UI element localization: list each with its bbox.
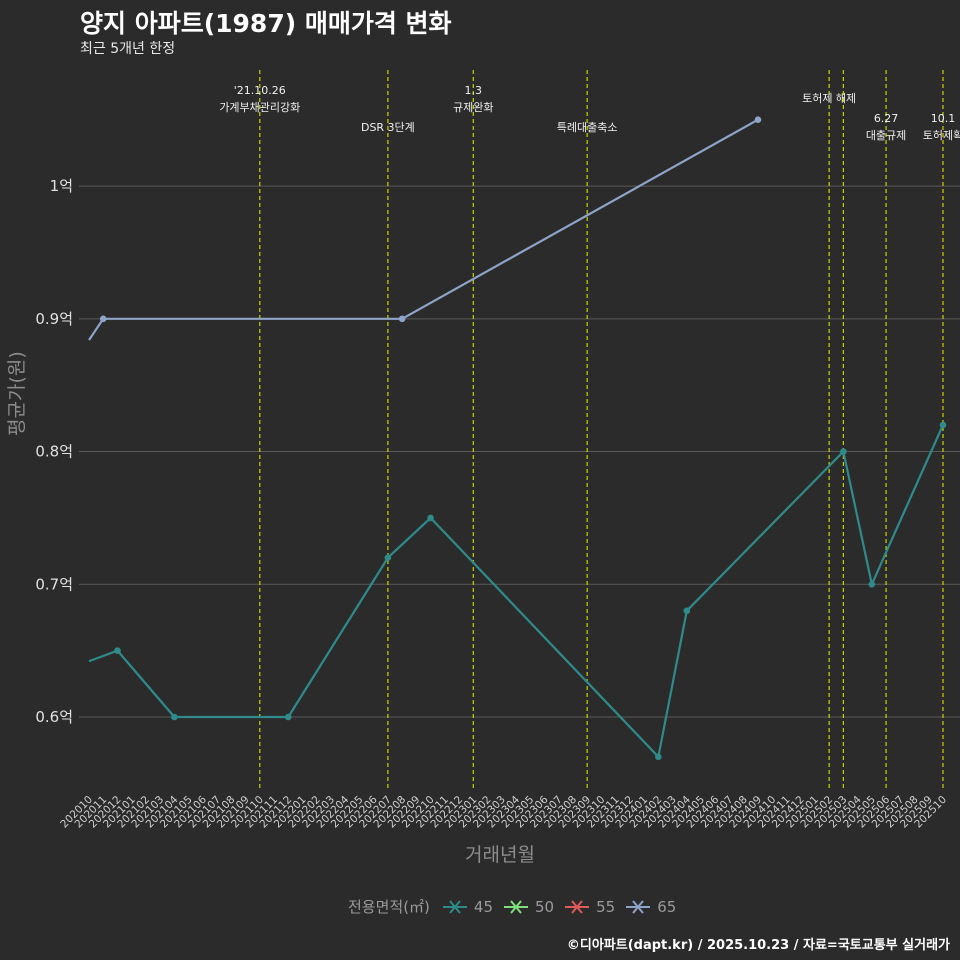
data-point-45 bbox=[284, 713, 292, 721]
data-point-45 bbox=[939, 421, 947, 429]
y-axis-label: 평균가(원) bbox=[6, 351, 28, 436]
x-axis-label: 거래년월 bbox=[465, 844, 535, 866]
series-line-65 bbox=[88, 118, 759, 341]
y-tick-label: 1억 bbox=[50, 177, 73, 195]
legend-key-65 bbox=[626, 899, 651, 914]
legend-item-50: 50 bbox=[503, 898, 554, 916]
chart-subtitle: 최근 5개년 한정 bbox=[80, 41, 176, 57]
data-point-65 bbox=[754, 116, 762, 124]
data-point-45 bbox=[655, 753, 662, 761]
event-name-label: DSR 3단계 bbox=[361, 121, 415, 134]
y-tick-label: 0.7억 bbox=[35, 575, 73, 593]
legend-label-45: 45 bbox=[473, 897, 493, 916]
data-point-45 bbox=[427, 514, 434, 522]
event-name-label: 특례대출축소 bbox=[557, 121, 618, 134]
source-caption: ©디아파트(dapt.kr) / 2025.10.23 / 자료=국토교통부 실… bbox=[566, 938, 950, 953]
y-tick-label: 0.8억 bbox=[35, 443, 73, 461]
y-tick-label: 0.6억 bbox=[35, 708, 73, 726]
y-tick-label: 0.9억 bbox=[35, 310, 73, 328]
data-point-45 bbox=[171, 713, 178, 721]
data-point-45 bbox=[114, 647, 121, 654]
legend-key-55 bbox=[565, 899, 590, 914]
event-date-label: 1.3 bbox=[465, 84, 483, 97]
series-line-45 bbox=[88, 424, 945, 758]
legend-title: 전용면적(㎡) bbox=[348, 898, 430, 916]
data-point-65 bbox=[398, 315, 406, 323]
data-point-65 bbox=[99, 315, 107, 323]
event-date-label: 6.27 bbox=[874, 112, 899, 125]
event-name-label: 규제완화 bbox=[453, 101, 493, 114]
legend-label-50: 50 bbox=[535, 897, 555, 916]
legend-label-65: 65 bbox=[657, 897, 677, 916]
event-name-label: 토허제 해제 bbox=[802, 91, 856, 105]
data-point-45 bbox=[384, 554, 392, 562]
legend-item-65: 65 bbox=[625, 898, 676, 916]
data-point-45 bbox=[840, 448, 847, 455]
legend-key-45 bbox=[442, 899, 467, 914]
legend: 전용면적(㎡) 45 50 55 65 bbox=[348, 896, 686, 917]
event-date-label: 10.1 bbox=[931, 112, 956, 125]
data-point-45 bbox=[868, 580, 876, 588]
event-name-label: 토허제확 bbox=[923, 129, 960, 142]
event-name-label: 대출규제 bbox=[866, 129, 906, 142]
chart-title: 양지 아파트(1987) 매매가격 변화 bbox=[80, 9, 452, 38]
event-name-label: 가계부채관리강화 bbox=[219, 101, 300, 114]
legend-item-55: 55 bbox=[564, 898, 615, 916]
event-date-label: '21.10.26 bbox=[234, 84, 286, 97]
legend-key-50 bbox=[504, 899, 528, 914]
data-point-45 bbox=[683, 607, 691, 615]
legend-item-45: 45 bbox=[442, 898, 493, 916]
legend-label-55: 55 bbox=[596, 897, 616, 916]
